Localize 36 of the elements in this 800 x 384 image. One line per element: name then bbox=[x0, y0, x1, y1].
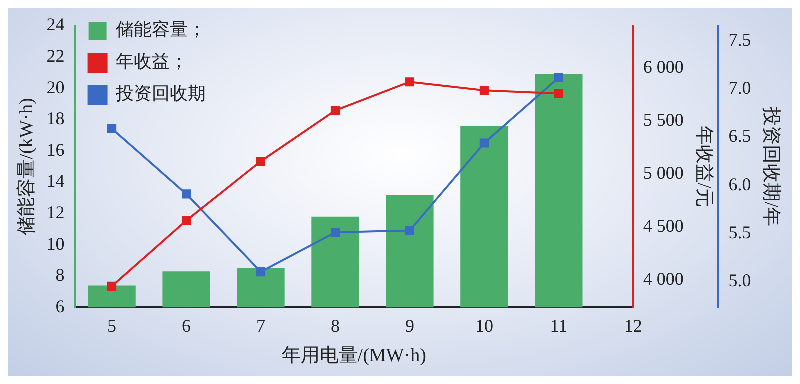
y-tick-label: 6 bbox=[56, 296, 65, 316]
y-tick-label: 20 bbox=[46, 77, 65, 98]
x-tick-label: 5 bbox=[108, 316, 117, 336]
y2-tick-label: 6 000 bbox=[643, 57, 684, 78]
x-tick-label: 10 bbox=[475, 316, 494, 336]
y3-tick-label: 6.5 bbox=[728, 126, 752, 146]
y2-axis-title: 年收益/元 bbox=[693, 126, 714, 208]
y3-axis-title: 投资回收期/年 bbox=[760, 106, 782, 226]
y-axis-title: 储能容量/(kW·h) bbox=[15, 98, 38, 236]
y-tick-label: 14 bbox=[46, 171, 65, 192]
legend-label: 年收益； bbox=[116, 52, 188, 72]
y3-tick-label: 7.0 bbox=[728, 78, 752, 98]
y-tick-label: 18 bbox=[46, 108, 65, 129]
y2-tick-label: 4 500 bbox=[643, 216, 684, 236]
legend-label: 储能容量； bbox=[116, 20, 206, 40]
x-tick-label: 12 bbox=[624, 316, 642, 336]
x-tick-label: 8 bbox=[330, 316, 340, 336]
y-tick-label: 24 bbox=[46, 14, 65, 35]
y-tick-label: 8 bbox=[56, 265, 65, 286]
y-tick-label: 22 bbox=[46, 46, 65, 66]
y2-tick-label: 5 000 bbox=[643, 162, 684, 183]
y-tick-label: 16 bbox=[46, 140, 65, 160]
x-axis-title: 年用电量/(MW·h) bbox=[282, 346, 426, 367]
x-tick-label: 9 bbox=[405, 316, 414, 336]
x-tick-label: 7 bbox=[256, 316, 266, 336]
y3-tick-label: 5.0 bbox=[728, 270, 752, 290]
y2-tick-label: 4 000 bbox=[643, 268, 684, 289]
x-tick-label: 6 bbox=[182, 316, 192, 336]
y2-tick-label: 5 500 bbox=[643, 110, 684, 130]
y3-tick-label: 5.5 bbox=[728, 222, 752, 242]
y-tick-label: 12 bbox=[46, 202, 65, 222]
y3-tick-label: 7.5 bbox=[728, 30, 752, 50]
x-tick-label: 11 bbox=[550, 316, 568, 336]
legend-label: 投资回收期 bbox=[114, 84, 206, 104]
y-tick-label: 10 bbox=[46, 234, 65, 254]
y3-tick-label: 6.0 bbox=[728, 174, 752, 194]
